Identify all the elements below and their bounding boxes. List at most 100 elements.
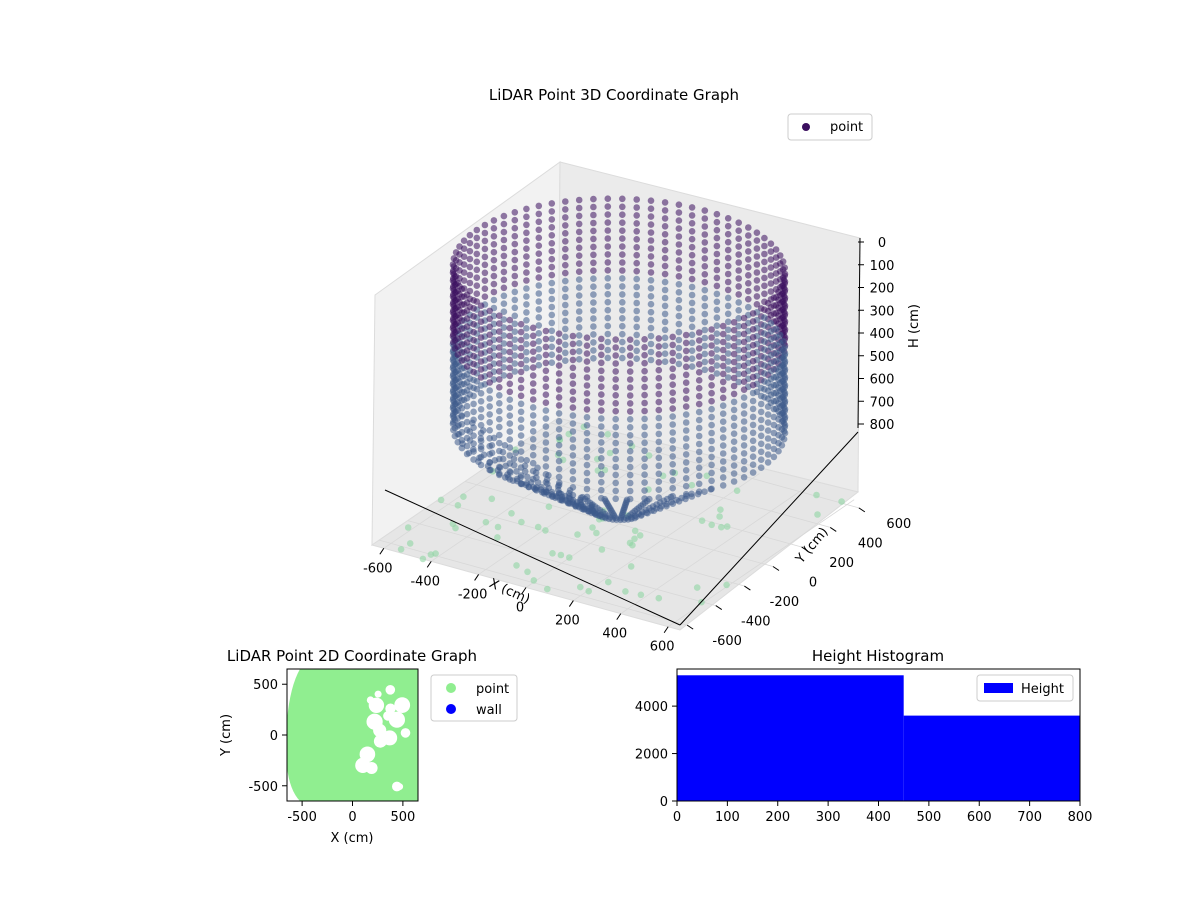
x-tick-mark-3d — [474, 574, 480, 581]
wall-point — [523, 221, 530, 229]
wall-point — [701, 239, 709, 246]
wall-point — [500, 316, 508, 323]
wall-point — [647, 221, 655, 228]
wall-point — [753, 285, 761, 292]
wall-point — [695, 440, 703, 448]
wall-point — [641, 471, 648, 479]
wall-point — [555, 330, 563, 338]
wall-point — [730, 334, 738, 342]
floor-point — [488, 495, 496, 503]
wall-point — [562, 341, 569, 349]
wall-point — [490, 256, 498, 264]
wall-point — [529, 412, 537, 419]
legend-2d-point-marker — [446, 683, 456, 693]
wall-point — [701, 350, 709, 358]
wall-point — [529, 451, 537, 459]
wall-point — [669, 381, 676, 389]
wall-point — [724, 318, 732, 326]
wall-point — [745, 295, 752, 303]
floor-point — [427, 551, 435, 558]
fan-point — [458, 412, 465, 419]
wall-point — [612, 336, 619, 343]
wall-point — [466, 263, 474, 271]
wall-point — [486, 339, 494, 347]
wall-point — [626, 471, 634, 479]
wall-point — [470, 376, 477, 384]
wall-point — [612, 407, 619, 415]
x-tick-label-2d: 0 — [348, 810, 356, 825]
wall-point — [496, 431, 503, 439]
wall-point — [535, 242, 543, 249]
wall-point — [500, 364, 508, 371]
wall-point — [575, 300, 583, 307]
wall-point — [701, 271, 709, 278]
fan-point — [601, 495, 608, 503]
y-tick-mark-3d — [744, 585, 751, 591]
wall-point — [761, 386, 768, 393]
wall-point — [735, 283, 742, 290]
wall-point — [661, 223, 669, 230]
wall-point — [619, 219, 626, 226]
wall-point — [730, 398, 738, 406]
wall-point — [626, 392, 634, 399]
wall-point — [470, 305, 477, 312]
wall-point — [745, 240, 752, 247]
wall-point — [463, 371, 471, 378]
legend-histogram: Height — [976, 674, 1074, 702]
wall-point — [517, 352, 525, 360]
wall-point — [724, 294, 732, 302]
wall-point — [772, 397, 780, 405]
wall-point — [500, 332, 508, 339]
wall-point — [500, 236, 508, 244]
wall-point — [647, 213, 655, 220]
wall-point — [506, 340, 514, 348]
wall-point — [548, 343, 556, 351]
wall-point — [701, 366, 709, 374]
wall-point — [675, 265, 683, 272]
wall-point — [542, 423, 550, 430]
wall-point — [612, 415, 619, 423]
wall-point — [682, 475, 690, 482]
floor-point — [482, 518, 490, 526]
wall-point — [633, 204, 640, 211]
wall-point — [761, 354, 768, 361]
wall-point — [767, 359, 775, 367]
histogram-bar — [903, 715, 1080, 801]
fan-point — [650, 507, 658, 515]
wall-point — [604, 219, 612, 226]
x-tick-label-3d: 400 — [602, 627, 627, 642]
wall-point — [511, 232, 519, 240]
wall-point — [535, 298, 543, 305]
wall-point — [506, 420, 514, 427]
wall-point — [477, 326, 485, 333]
wall-point — [724, 358, 732, 365]
wall-point — [772, 357, 780, 365]
wall-point — [713, 370, 721, 377]
floor-point — [494, 523, 502, 531]
wall-point — [486, 387, 494, 394]
fan-point — [523, 457, 530, 464]
y-tick-mark-3d — [772, 566, 780, 571]
wall-point — [661, 302, 669, 310]
wall-point — [542, 383, 550, 391]
wall-point — [767, 383, 775, 391]
wall-point — [523, 253, 530, 260]
x-tick-label-histogram: 0 — [673, 810, 681, 825]
x-tick-label-3d: 0 — [516, 601, 524, 616]
wall-point — [452, 249, 460, 256]
wall-point — [701, 334, 709, 342]
wall-point — [772, 325, 780, 333]
wall-point — [764, 411, 772, 418]
wall-point — [486, 307, 494, 315]
wall-point — [555, 433, 563, 441]
wall-point — [740, 378, 748, 386]
wall-point — [470, 320, 477, 328]
wall-point — [548, 279, 556, 287]
wall-point — [529, 420, 537, 427]
floor-point — [636, 532, 644, 539]
wall-point — [555, 346, 563, 354]
wall-point — [575, 196, 583, 204]
wall-point — [604, 235, 612, 242]
wall-point — [764, 451, 772, 458]
wall-point — [641, 391, 648, 399]
